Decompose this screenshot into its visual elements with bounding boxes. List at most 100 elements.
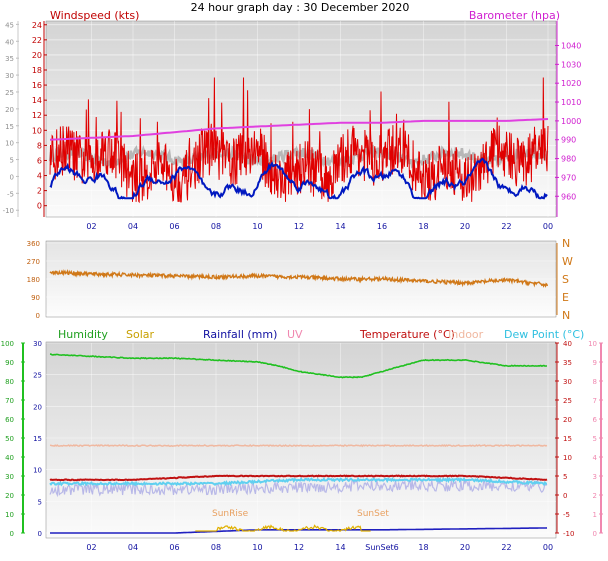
temperature-line xyxy=(49,474,548,482)
farleft-tick-label: 0 xyxy=(10,173,14,181)
temperature-tick-label: 20 xyxy=(563,416,572,424)
humidity-label: Humidity xyxy=(58,328,108,341)
direction-series xyxy=(49,268,549,288)
uv-tick-label: 0 xyxy=(593,530,597,538)
uv-tick-label: 2 xyxy=(593,492,597,500)
uv-tick-label: 9 xyxy=(593,359,597,367)
uv-tick-label: 5 xyxy=(593,435,597,443)
farleft-tick-label: 20 xyxy=(5,106,14,114)
baro-tick-label: 1020 xyxy=(561,79,581,88)
main-x-tick-label: 06 xyxy=(169,543,179,552)
main-series xyxy=(49,353,548,534)
uv-tick-label: 4 xyxy=(593,454,598,462)
temperature-tick-label: 10 xyxy=(563,454,572,462)
wind-x-tick-label: 22 xyxy=(501,222,511,231)
baro-tick-label: 1030 xyxy=(561,60,581,69)
temperature-tick-label: 0 xyxy=(563,492,567,500)
baro-tick-label: 1000 xyxy=(561,117,581,126)
wind-tick-label: 2 xyxy=(37,187,42,196)
dewpoint-line xyxy=(49,476,548,487)
windspeed-label: Windspeed (kts) xyxy=(50,9,139,22)
rain-tick-label: 30 xyxy=(33,340,42,348)
temperature-tick-label: 40 xyxy=(563,340,572,348)
main-x-tick-label: 12 xyxy=(294,543,304,552)
baro-tick-label: 970 xyxy=(561,173,576,182)
temperature-tick-label: 30 xyxy=(563,378,572,386)
baro-tick-label: 980 xyxy=(561,155,576,164)
baro-tick-label: 990 xyxy=(561,136,576,145)
wind-average-line xyxy=(49,157,548,200)
direction-tick-label: 0 xyxy=(36,312,40,320)
direction-tick-label: 360 xyxy=(27,240,40,248)
main-x-tick-label: 02 xyxy=(86,543,96,552)
main-x-tick-label: 20 xyxy=(460,543,470,552)
wind-tick-label: 24 xyxy=(32,21,42,30)
main-x-tick-label: 00 xyxy=(543,543,553,552)
wind-x-tick-label: 12 xyxy=(294,222,304,231)
rainfall-label: Rainfall (mm) xyxy=(203,328,277,341)
temperature-tick-label: 25 xyxy=(563,397,572,405)
humidity-tick-label: 0 xyxy=(10,530,14,538)
compass-tick-label: E xyxy=(562,291,569,304)
main-x-tick-label: SunSet6 xyxy=(365,543,398,552)
farleft-tick-label: -10 xyxy=(3,207,14,215)
temperature-tick-label: 35 xyxy=(563,359,572,367)
dewpoint-label: Dew Point (°C) xyxy=(504,328,584,341)
humidity-tick-label: 100 xyxy=(1,340,14,348)
humidity-tick-label: 50 xyxy=(5,435,14,443)
baro-tick-label: 960 xyxy=(561,192,576,201)
wind-x-tick-label: 02 xyxy=(86,222,96,231)
main-x-tick-label: 14 xyxy=(335,543,345,552)
wind-x-tick-label: 00 xyxy=(543,222,553,231)
humidity-tick-label: 60 xyxy=(5,416,14,424)
compass-tick-label: N xyxy=(562,309,570,322)
wind-axis-ticks: 242220181614121086420454035302520151050-… xyxy=(3,21,582,231)
wind-x-tick-label: 16 xyxy=(377,222,387,231)
wind-direction-line xyxy=(49,268,549,288)
uv-tick-label: 8 xyxy=(593,378,597,386)
wind-gust-avg-line xyxy=(48,142,549,171)
wind-tick-label: 10 xyxy=(32,126,42,135)
farleft-tick-label: 40 xyxy=(5,38,14,46)
wind-tick-label: 18 xyxy=(32,66,42,75)
wind-tick-label: 4 xyxy=(37,172,42,181)
rain-tick-label: 20 xyxy=(33,403,42,411)
main-x-tick-label: 18 xyxy=(418,543,428,552)
indoor-temp-line xyxy=(49,443,548,448)
humidity-tick-label: 10 xyxy=(5,511,14,519)
rain-tick-label: 0 xyxy=(38,530,42,538)
rain-tick-label: 25 xyxy=(33,372,42,380)
farleft-tick-label: 45 xyxy=(5,21,14,29)
wind-x-tick-label: 08 xyxy=(211,222,221,231)
humidity-tick-label: 70 xyxy=(5,397,14,405)
wind-series xyxy=(48,77,549,204)
direction-tick-label: 90 xyxy=(31,294,40,302)
sunset-label: SunSet xyxy=(357,509,389,519)
humidity-tick-label: 30 xyxy=(5,473,14,481)
wind-tick-label: 8 xyxy=(37,141,42,150)
main-x-tick-label: 22 xyxy=(501,543,511,552)
wind-x-tick-label: 06 xyxy=(169,222,179,231)
temperature-tick-label: -10 xyxy=(563,530,574,538)
temperature-tick-label: 15 xyxy=(563,435,572,443)
compass-tick-label: S xyxy=(562,273,569,286)
indoor-label: Indoor xyxy=(448,328,484,341)
farleft-tick-label: 10 xyxy=(5,140,14,148)
direction-tick-label: 180 xyxy=(27,276,40,284)
uv-tick-label: 7 xyxy=(593,397,597,405)
humidity-line xyxy=(49,353,547,379)
rain-tick-label: 15 xyxy=(33,435,42,443)
barometer-line xyxy=(49,118,549,141)
baro-tick-label: 1010 xyxy=(561,98,581,107)
wind-grid xyxy=(46,21,556,217)
farleft-tick-label: 5 xyxy=(10,157,14,165)
chart-title: 24 hour graph day : 30 December 2020 xyxy=(191,1,410,14)
farleft-tick-label: 35 xyxy=(5,55,14,63)
uv-tick-label: 6 xyxy=(593,416,598,424)
temperature-tick-label: 5 xyxy=(563,473,567,481)
farleft-tick-label: 15 xyxy=(5,123,14,131)
baro-tick-label: 1040 xyxy=(561,42,581,51)
farleft-tick-label: 25 xyxy=(5,89,14,97)
barometer-label: Barometer (hpa) xyxy=(469,9,560,22)
farleft-tick-label: 30 xyxy=(5,72,14,80)
